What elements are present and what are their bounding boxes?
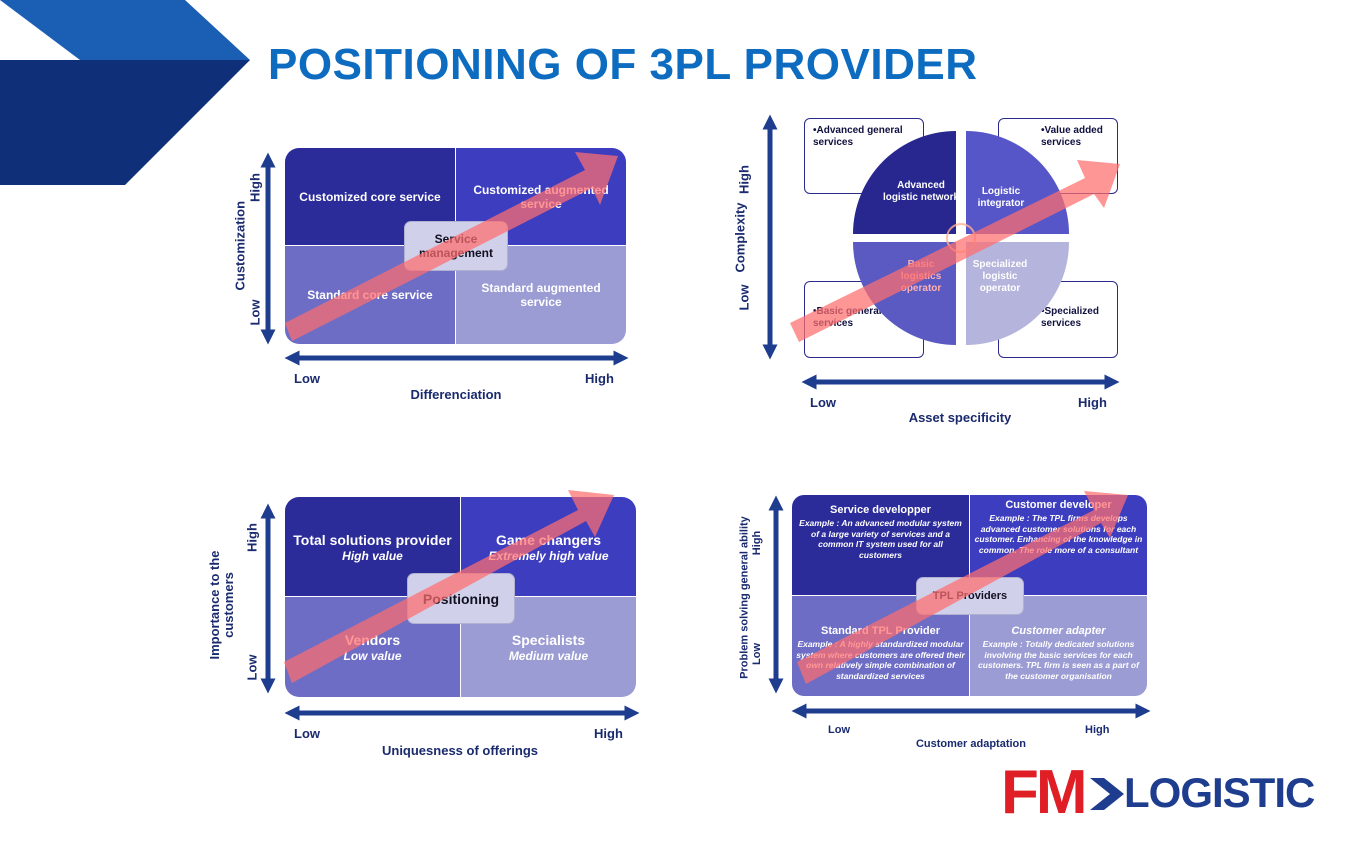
y-axis-low: Low xyxy=(247,299,263,326)
x-axis-label: Differenciation xyxy=(410,387,502,402)
x-axis-high: High xyxy=(1085,724,1110,736)
fm-logistic-logo: FM LOGISTIC xyxy=(1001,760,1331,828)
y-axis-label: Problem solving general ability xyxy=(738,516,751,679)
center-label-box: TPL Providers xyxy=(916,577,1024,615)
y-axis-label: Customization xyxy=(232,200,248,291)
y-axis-low: Low xyxy=(751,643,763,665)
y-axis-high: High xyxy=(751,530,763,556)
corner-chevron-decoration xyxy=(0,0,250,185)
x-axis-low: Low xyxy=(294,371,320,386)
circle-label-bottom-left: Basic logistics operator xyxy=(900,259,942,294)
logo-fm: FM xyxy=(1001,758,1088,827)
circle-label-top-right: Logistic integrator xyxy=(977,186,1025,209)
x-axis-label: Asset specificity xyxy=(908,410,1012,425)
x-axis-label: Uniquesness of offerings xyxy=(381,743,539,758)
logo-logistic: LOGISTIC xyxy=(1124,769,1315,816)
circle-label-bottom-right: Specialized logistic operator xyxy=(972,259,1028,294)
x-axis-high: High xyxy=(585,371,614,386)
logo-chevron-icon xyxy=(1090,778,1124,810)
x-axis-low: Low xyxy=(294,726,320,741)
page-title: POSITIONING OF 3PL PROVIDER xyxy=(268,40,978,89)
y-axis-high: High xyxy=(736,165,752,194)
y-axis-label: Importance to the customers xyxy=(207,550,236,660)
y-axis-high: High xyxy=(244,523,260,552)
y-axis-low: Low xyxy=(736,284,752,311)
x-axis-high: High xyxy=(1078,395,1107,410)
x-axis-high: High xyxy=(594,726,623,741)
y-axis-high: High xyxy=(247,173,263,202)
y-axis-label: Complexity xyxy=(732,202,748,273)
center-label-box: Service management xyxy=(404,221,508,271)
center-label-box: Positioning xyxy=(407,573,515,624)
y-axis-low: Low xyxy=(244,654,260,681)
x-axis-low: Low xyxy=(828,724,850,736)
circle-label-top-left: Advanced logistic network xyxy=(882,180,960,203)
quadrant-circle xyxy=(853,131,1069,345)
x-axis-label: Customer adaptation xyxy=(915,738,1026,750)
x-axis-low: Low xyxy=(810,395,836,410)
